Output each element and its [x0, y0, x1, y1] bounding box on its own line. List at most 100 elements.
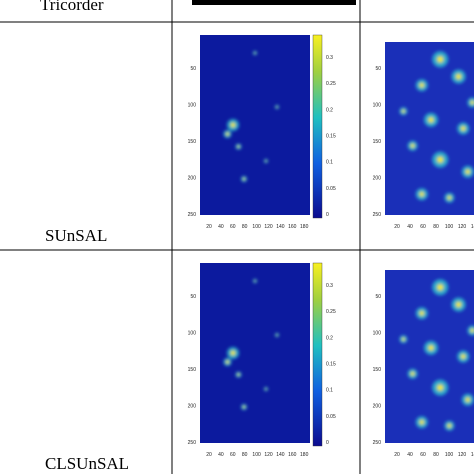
hot-spot — [465, 169, 471, 175]
heatmap-texture — [399, 279, 474, 431]
hot-spot — [401, 109, 405, 113]
colorbar-label: 0.05 — [326, 186, 336, 192]
x-tick-label: 100 — [445, 224, 454, 230]
x-tick-label: 80 — [433, 224, 439, 230]
x-tick-label: 180 — [300, 224, 309, 230]
y-tick-label: 50 — [190, 294, 196, 300]
hot-spot — [465, 397, 471, 403]
x-tick-label: 60 — [230, 224, 236, 230]
hot-spot — [276, 334, 278, 336]
hot-spot — [419, 82, 425, 88]
hot-spot — [428, 117, 434, 123]
heatmap — [200, 35, 310, 215]
x-tick-label: 120 — [264, 224, 273, 230]
row-label: SUnSAL — [45, 226, 107, 245]
heatmap-texture — [223, 51, 279, 182]
hot-spot — [428, 345, 434, 351]
hot-spot — [437, 384, 444, 391]
hot-spot — [265, 160, 267, 162]
y-tick-label: 100 — [188, 331, 197, 337]
colorbar-label: 0.15 — [326, 362, 336, 368]
hot-spot — [437, 156, 444, 163]
colorbar-label: 0.2 — [326, 335, 333, 341]
x-tick-label: 140 — [471, 224, 474, 230]
y-tick-label: 250 — [373, 440, 382, 446]
x-tick-label: 120 — [458, 224, 467, 230]
y-tick-label: 200 — [188, 176, 197, 182]
x-tick-label: 180 — [300, 452, 309, 458]
hot-spot — [470, 328, 474, 333]
x-tick-label: 120 — [458, 452, 467, 458]
x-tick-label: 20 — [206, 224, 212, 230]
row-label: CLSUnSAL — [45, 454, 129, 473]
x-tick-label: 80 — [242, 452, 248, 458]
colorbar-label: 0.05 — [326, 414, 336, 420]
hot-spot — [401, 337, 405, 341]
cropped-image — [192, 0, 356, 5]
hot-spot — [419, 191, 425, 197]
x-tick-label: 60 — [230, 452, 236, 458]
hot-spot — [265, 388, 267, 390]
y-tick-label: 150 — [373, 367, 382, 373]
colorbar-label: 0.3 — [326, 55, 333, 61]
hot-spot — [455, 73, 462, 80]
hot-spot — [460, 354, 466, 359]
y-tick-label: 50 — [190, 66, 196, 72]
hot-spot — [410, 143, 415, 148]
x-tick-label: 40 — [218, 224, 224, 230]
x-tick-label: 40 — [218, 452, 224, 458]
x-tick-label: 40 — [407, 224, 413, 230]
x-tick-label: 100 — [252, 452, 261, 458]
x-tick-label: 120 — [264, 452, 273, 458]
x-tick-label: 20 — [206, 452, 212, 458]
colorbar-label: 0.2 — [326, 107, 333, 113]
colorbar-label: 0.25 — [326, 81, 336, 87]
hot-spot — [276, 106, 278, 108]
colorbar — [312, 262, 323, 447]
hot-spot — [225, 132, 230, 136]
colorbar — [312, 34, 323, 219]
x-tick-label: 80 — [242, 224, 248, 230]
heatmap-texture — [223, 279, 279, 410]
x-tick-label: 100 — [445, 452, 454, 458]
hot-spot — [254, 52, 256, 54]
y-tick-label: 50 — [375, 66, 381, 72]
x-tick-label: 40 — [407, 452, 413, 458]
y-tick-label: 150 — [188, 367, 197, 373]
hot-spot — [470, 100, 474, 105]
hot-spot — [455, 301, 462, 308]
y-tick-label: 150 — [373, 139, 382, 145]
x-tick-label: 80 — [433, 452, 439, 458]
y-tick-label: 200 — [188, 404, 197, 410]
colorbar-label: 0 — [326, 440, 329, 446]
hot-spot — [447, 423, 452, 428]
x-tick-label: 60 — [420, 452, 426, 458]
x-tick-label: 20 — [394, 224, 400, 230]
hot-spot — [437, 284, 444, 291]
heatmap-texture — [399, 51, 474, 203]
colorbar-label: 0.1 — [326, 160, 333, 166]
heatmap — [200, 263, 310, 443]
y-tick-label: 250 — [373, 212, 382, 218]
x-tick-label: 160 — [288, 224, 297, 230]
colorbar-label: 0 — [326, 212, 329, 218]
x-tick-label: 140 — [276, 452, 285, 458]
x-tick-label: 160 — [288, 452, 297, 458]
hot-spot — [230, 350, 236, 356]
row-label: Tricorder — [40, 0, 104, 14]
y-tick-label: 250 — [188, 440, 197, 446]
y-tick-label: 100 — [188, 103, 197, 109]
y-tick-label: 200 — [373, 176, 382, 182]
hot-spot — [237, 373, 240, 376]
hot-spot — [460, 126, 466, 131]
hot-spot — [410, 371, 415, 376]
hot-spot — [254, 280, 256, 282]
x-tick-label: 140 — [276, 224, 285, 230]
hot-spot — [437, 56, 444, 63]
y-tick-label: 50 — [375, 294, 381, 300]
colorbar-label: 0.1 — [326, 388, 333, 394]
y-tick-label: 250 — [188, 212, 197, 218]
y-tick-label: 100 — [373, 331, 382, 337]
y-tick-label: 100 — [373, 103, 382, 109]
colorbar-label: 0.25 — [326, 309, 336, 315]
